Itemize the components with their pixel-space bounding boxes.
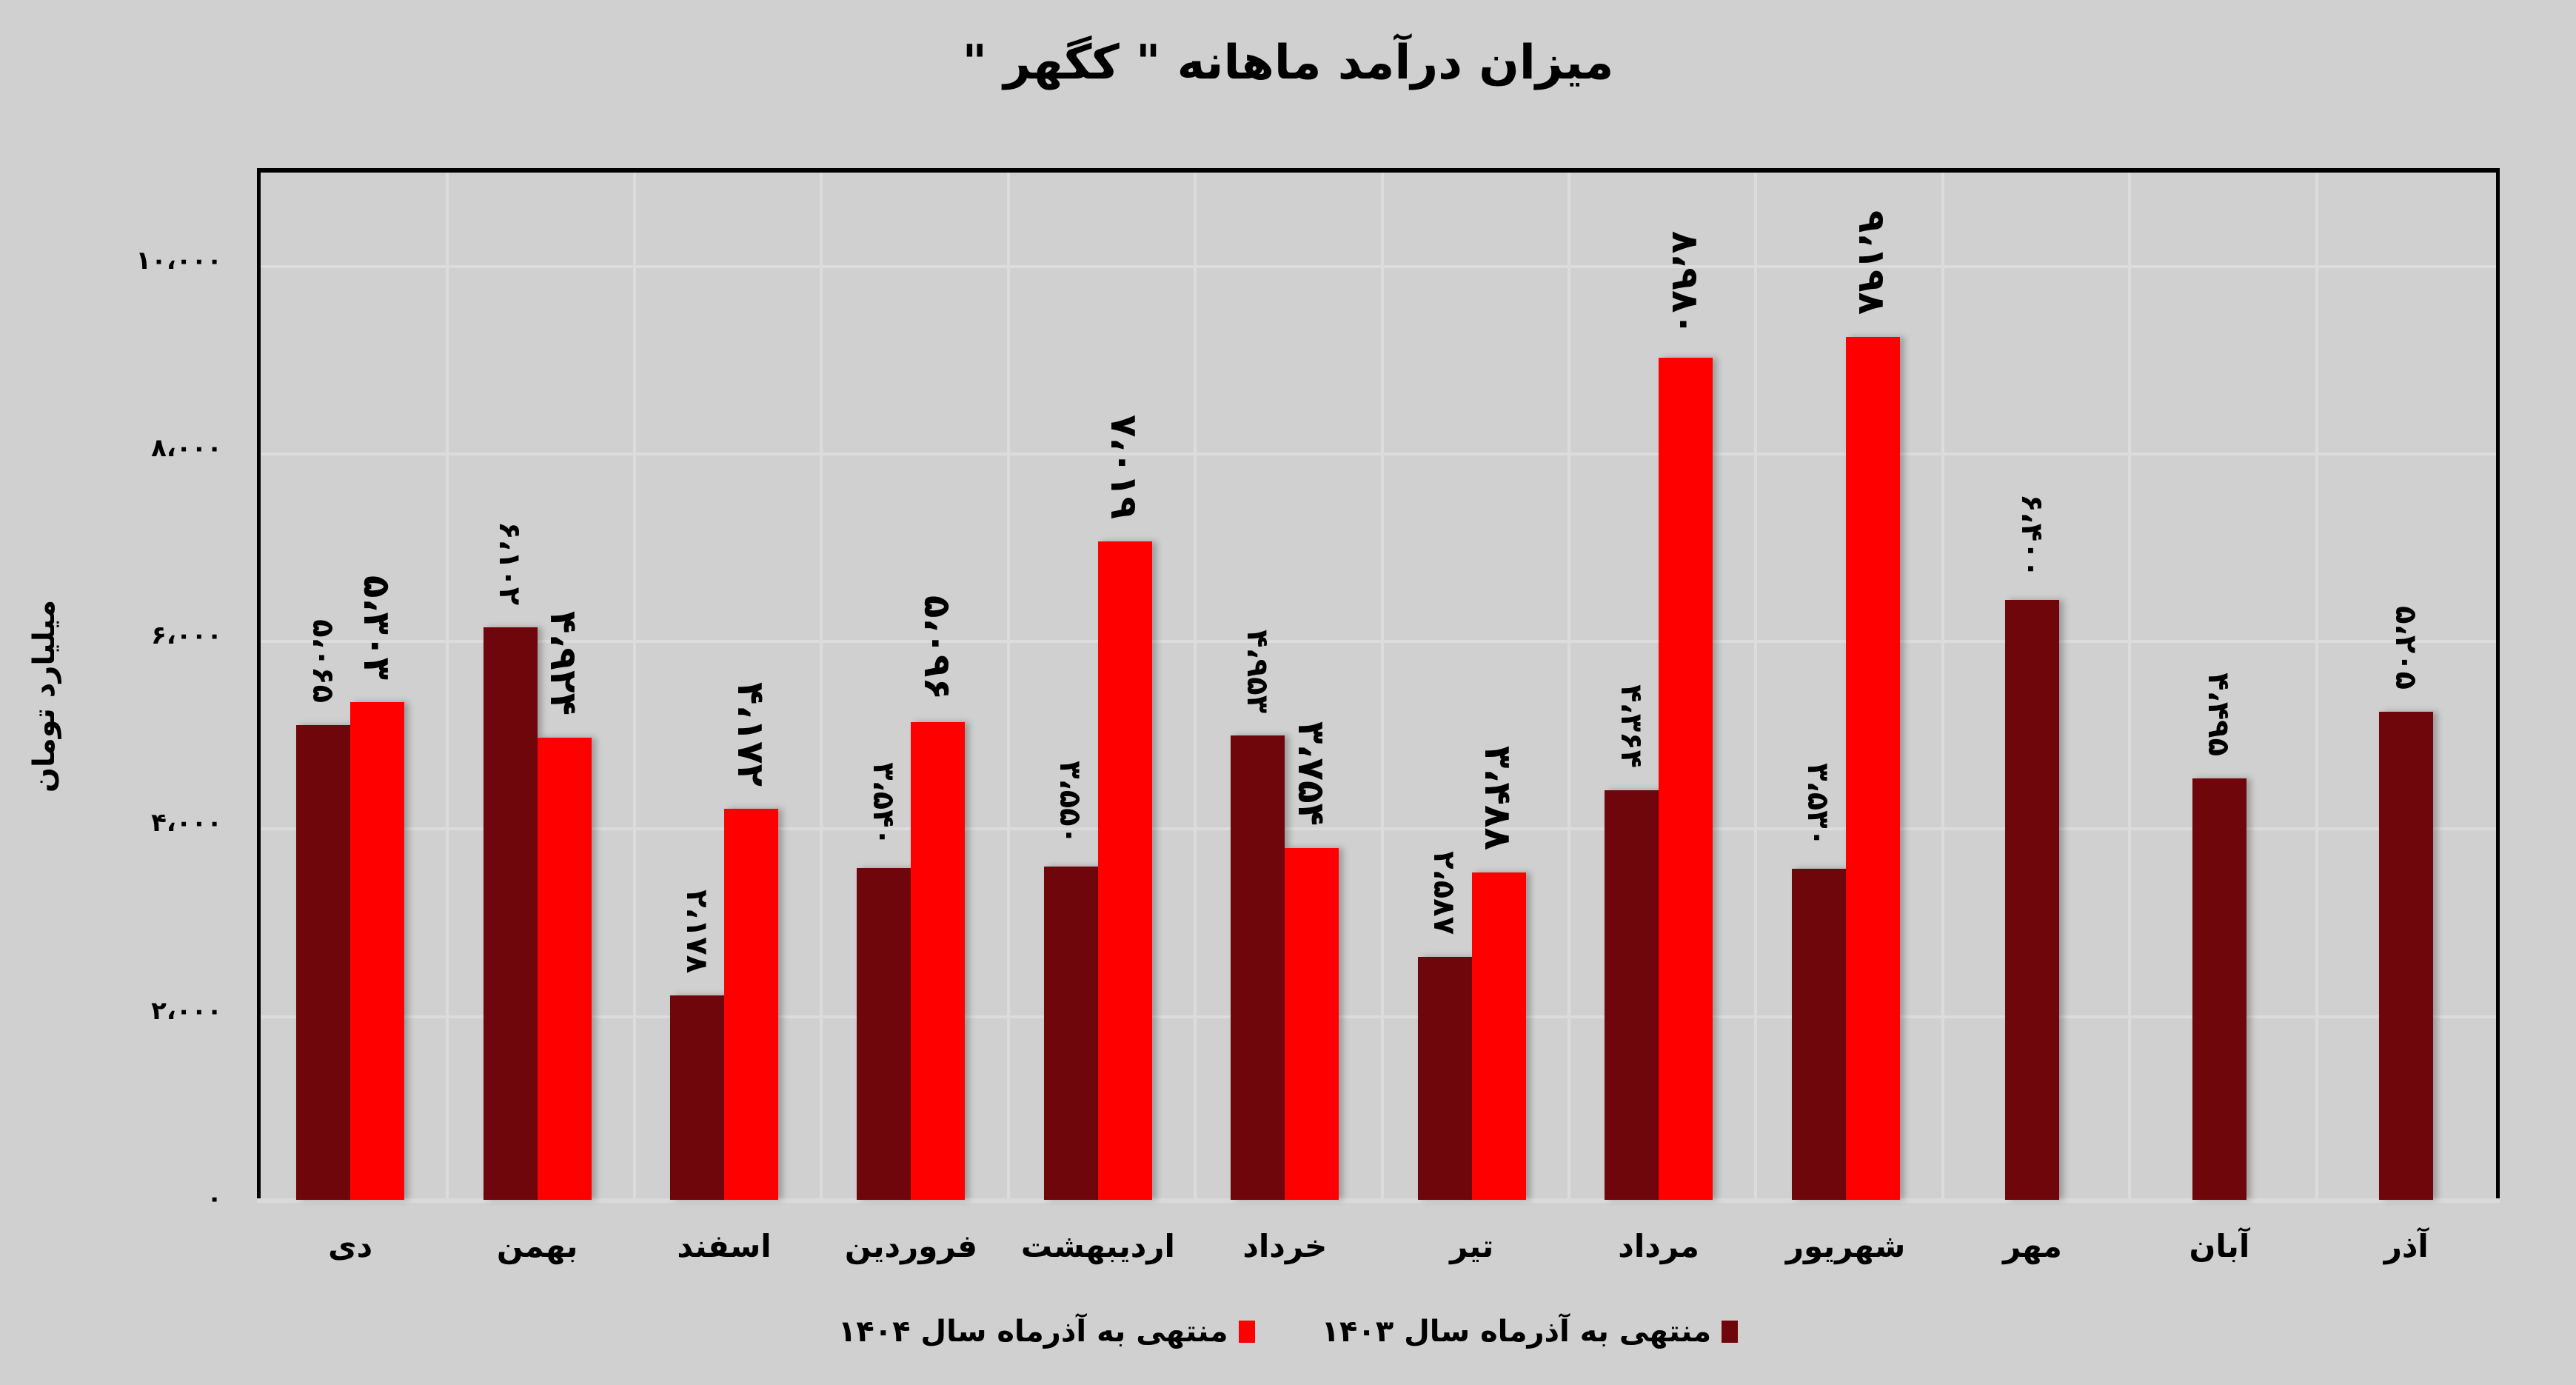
bar-1404 (350, 702, 405, 1200)
data-label: ۵،۳۰۳ (355, 575, 398, 681)
bar-1403 (670, 995, 725, 1200)
y-tick-label: ۶،۰۰۰ (151, 621, 222, 651)
v-gridline (1006, 173, 1010, 1200)
bar-1403 (296, 724, 351, 1200)
v-gridline (1941, 173, 1944, 1200)
x-tick-label: آبان (2189, 1228, 2250, 1264)
x-tick-label: خرداد (1242, 1228, 1328, 1264)
data-label: ۵،۰۹۶ (915, 595, 959, 700)
bar-1404 (724, 808, 779, 1200)
bar-1403 (857, 867, 911, 1200)
legend-label-1404: منتهی به آذرماه سال ۱۴۰۴ (837, 1315, 1228, 1349)
x-tick-label: دی (328, 1228, 373, 1264)
data-label: ۸،۹۸۰ (1663, 230, 1707, 336)
h-gridline (261, 827, 2496, 831)
data-label: ۳،۷۵۴ (1289, 721, 1333, 826)
data-label: ۴،۹۲۴ (542, 611, 586, 716)
h-gridline (261, 1015, 2496, 1018)
bar-1404 (1097, 541, 1152, 1200)
data-label: ۲،۱۷۸ (679, 890, 714, 974)
y-tick-label: ۴،۰۰۰ (151, 808, 222, 838)
data-label: ۳،۵۳۰ (1801, 763, 1836, 847)
bar-1404 (537, 738, 592, 1200)
y-tick-label: ۲،۰۰۰ (151, 995, 222, 1026)
legend-item-1403: منتهی به آذرماه سال ۱۴۰۳ (1322, 1315, 1739, 1349)
x-tick-label: تیر (1450, 1228, 1494, 1264)
y-tick-label: ۸،۰۰۰ (151, 433, 222, 463)
data-label: ۳،۵۵۰ (1053, 761, 1088, 845)
data-label: ۴،۴۹۵ (2201, 672, 2236, 756)
bar-1404 (1659, 357, 1713, 1200)
bar-1403 (2192, 778, 2247, 1200)
bar-1403 (483, 627, 538, 1200)
data-label: ۳،۴۸۸ (1476, 746, 1520, 851)
h-gridline (261, 452, 2496, 455)
legend-label-1403: منتهی به آذرماه سال ۱۴۰۳ (1321, 1315, 1712, 1349)
x-tick-label: شهریور (1785, 1228, 1906, 1264)
h-gridline (261, 640, 2496, 644)
legend: منتهی به آذرماه سال ۱۴۰۳ منتهی به آذرماه… (0, 1315, 2576, 1349)
legend-swatch-1403 (1722, 1321, 1739, 1343)
v-gridline (1754, 173, 1758, 1200)
data-label: ۶،۱۰۲ (492, 521, 527, 606)
bar-1403 (1231, 735, 1285, 1200)
x-tick-label: مرداد (1618, 1228, 1699, 1264)
bar-1403 (1791, 868, 1846, 1200)
data-label: ۲،۵۸۷ (1427, 851, 1462, 935)
v-gridline (446, 173, 449, 1200)
data-label: ۹،۱۹۸ (1850, 210, 1894, 316)
legend-swatch-1404 (1238, 1321, 1255, 1343)
data-label: ۷،۰۱۹ (1103, 415, 1146, 520)
data-label: ۵،۰۶۵ (305, 618, 340, 703)
x-tick-label: فروردین (844, 1228, 977, 1264)
y-axis-label: میلیارد تومان (27, 599, 61, 793)
h-gridline (261, 264, 2496, 268)
x-tick-label: اردیبهشت (1020, 1228, 1175, 1264)
v-gridline (1194, 173, 1197, 1200)
bar-1403 (2005, 599, 2060, 1200)
bar-1403 (1605, 790, 1659, 1200)
data-label: ۴،۳۶۴ (1613, 684, 1648, 769)
bar-1404 (1285, 847, 1339, 1200)
v-gridline (2315, 173, 2318, 1200)
bar-1404 (911, 721, 966, 1200)
bar-1403 (1043, 867, 1098, 1200)
bar-1403 (1417, 957, 1472, 1200)
x-axis-baseline (257, 1198, 2500, 1203)
data-label: ۶،۴۰۰ (2014, 493, 2049, 578)
v-gridline (632, 173, 636, 1200)
v-gridline (2128, 173, 2132, 1200)
y-tick-label: ۰ (207, 1184, 222, 1213)
bar-1403 (2379, 711, 2434, 1200)
v-gridline (1380, 173, 1384, 1200)
x-tick-label: آذر (2383, 1228, 2429, 1264)
legend-item-1404: منتهی به آذرماه سال ۱۴۰۴ (838, 1315, 1255, 1349)
y-tick-label: ۱۰،۰۰۰ (136, 245, 222, 276)
x-tick-label: اسفند (677, 1228, 772, 1264)
x-tick-label: بهمن (496, 1228, 578, 1264)
bar-1404 (1471, 872, 1526, 1200)
plot-area (257, 168, 2500, 1200)
v-gridline (820, 173, 823, 1200)
chart-title: میزان درآمد ماهانه " کگهر " (962, 36, 1614, 90)
data-label: ۴،۹۵۳ (1240, 629, 1274, 713)
bar-1404 (1845, 337, 1900, 1200)
data-label: ۵،۲۰۵ (2388, 605, 2423, 690)
data-label: ۴،۱۷۲ (729, 681, 772, 787)
x-tick-label: مهر (2003, 1228, 2062, 1264)
v-gridline (1567, 173, 1570, 1200)
data-label: ۳،۵۴۰ (866, 761, 900, 846)
